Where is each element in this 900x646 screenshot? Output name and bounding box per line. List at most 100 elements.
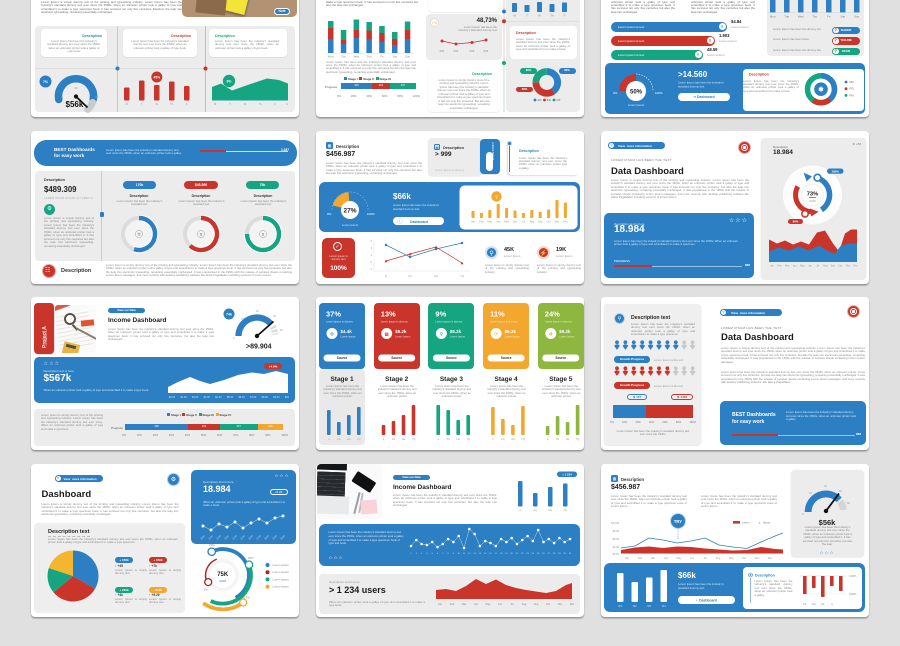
- svg-text:+4.5%: +4.5%: [268, 364, 277, 368]
- svg-text:Hq: Hq: [549, 508, 553, 512]
- svg-text:Lorem Ipsum is dummy: Lorem Ipsum is dummy: [326, 320, 354, 324]
- svg-text:21: 21: [515, 553, 518, 555]
- svg-text:standard dummy text.: standard dummy text.: [393, 207, 420, 211]
- svg-text:Thu: Thu: [812, 15, 817, 19]
- svg-text:4: 4: [371, 246, 373, 250]
- svg-text:20%: 20%: [209, 543, 215, 547]
- svg-text:Th: Th: [550, 14, 554, 18]
- svg-text:3: 3: [420, 553, 422, 555]
- svg-text:15:00: 15:00: [240, 534, 246, 540]
- svg-text:YQ: YQ: [576, 437, 580, 441]
- svg-text:Lorem Ipsum: Lorem Ipsum: [341, 335, 356, 339]
- svg-text:Stage 5: Stage 5: [549, 376, 573, 383]
- svg-text:Wed: Wed: [353, 55, 359, 59]
- svg-text:1: 1: [410, 553, 412, 555]
- svg-text:q: q: [328, 438, 330, 441]
- svg-text:4: 4: [426, 553, 428, 555]
- svg-text:Sat: Sat: [393, 55, 397, 59]
- svg-text:Dec: Dec: [570, 602, 575, 606]
- svg-text:W: W: [538, 14, 541, 18]
- svg-text:Lorem Ipsum: Lorem Ipsum: [628, 103, 645, 107]
- svg-text:13: 13: [473, 553, 476, 555]
- svg-text:$8.00: $8.00: [261, 396, 268, 399]
- svg-text:9%: 9%: [227, 80, 232, 84]
- svg-text:Feb: Feb: [778, 265, 783, 268]
- svg-text:q: q: [383, 438, 385, 441]
- svg-text:$5.2k: $5.2k: [559, 329, 571, 334]
- svg-text:$10.00: $10.00: [611, 521, 619, 525]
- svg-text:Tue: Tue: [784, 15, 789, 19]
- svg-text:S: S: [286, 102, 288, 106]
- svg-text:W2: W2: [632, 604, 636, 608]
- svg-text:Stage 1: Stage 1: [330, 376, 354, 383]
- svg-text:180%: 180%: [831, 169, 839, 173]
- svg-text:Lorem: Lorem: [742, 521, 749, 525]
- svg-text:9: 9: [452, 553, 454, 555]
- svg-text:Lorem Ipsum is dummy: Lorem Ipsum is dummy: [381, 320, 409, 324]
- svg-text:W4: W4: [661, 604, 665, 608]
- svg-text:Sat: Sat: [841, 15, 846, 19]
- svg-text:Dec: Dec: [853, 265, 858, 268]
- svg-text:002: 002: [454, 49, 459, 53]
- svg-text:40: 40: [824, 484, 827, 488]
- svg-text:Hq: Hq: [812, 602, 816, 606]
- svg-text:Stage 4: Stage 4: [495, 376, 519, 383]
- svg-text:5%: 5%: [204, 587, 209, 591]
- svg-text:Source: Source: [391, 356, 402, 360]
- svg-text:29: 29: [558, 553, 561, 555]
- svg-text:M: M: [214, 102, 216, 106]
- svg-text:✱: ✱: [818, 85, 824, 93]
- svg-text:20: 20: [809, 491, 812, 495]
- svg-text:Lorem Ipsum is dummy: Lorem Ipsum is dummy: [490, 320, 518, 324]
- svg-text:1: 1: [371, 267, 373, 271]
- svg-text:Fq: Fq: [556, 437, 560, 441]
- svg-text:Lorem Ipsum: Lorem Ipsum: [273, 570, 290, 574]
- svg-text:Lorem Ipsum is dummy: Lorem Ipsum is dummy: [435, 320, 463, 324]
- svg-text:27%: 27%: [343, 208, 356, 215]
- svg-text:$10: $10: [284, 396, 289, 399]
- svg-text:Q: Q: [385, 274, 387, 278]
- svg-text:$4.00: $4.00: [613, 545, 620, 549]
- svg-text:Sun: Sun: [405, 55, 410, 59]
- svg-text:Lorem Ipsum: Lorem Ipsum: [273, 577, 290, 581]
- svg-text:Fq: Fq: [534, 508, 538, 512]
- svg-text:24%: 24%: [545, 310, 560, 319]
- svg-text:⚙: ⚙: [137, 231, 141, 236]
- svg-text:15: 15: [483, 553, 486, 555]
- svg-text:⟳: ⟳: [494, 331, 499, 336]
- svg-text:standard dummy text.: standard dummy text.: [678, 586, 705, 590]
- svg-text:Thu: Thu: [367, 55, 372, 59]
- svg-text:q: q: [831, 603, 833, 606]
- svg-text:Aug: Aug: [530, 221, 535, 224]
- svg-text:3: 3: [371, 253, 373, 257]
- svg-text:Jul: Jul: [522, 221, 526, 224]
- svg-text:YQ: YQ: [412, 437, 416, 441]
- svg-text:⚲: ⚲: [440, 331, 444, 336]
- svg-text:Source: Source: [555, 356, 566, 360]
- svg-text:Mar: Mar: [488, 221, 492, 224]
- svg-text:Lorem Ipsum is dummy: Lorem Ipsum is dummy: [545, 320, 573, 324]
- svg-text:26: 26: [542, 553, 545, 555]
- svg-text:7%: 7%: [43, 80, 49, 84]
- svg-text:73%: 73%: [807, 192, 819, 198]
- svg-text:Jun: Jun: [498, 602, 503, 606]
- svg-text:28: 28: [552, 553, 555, 555]
- svg-text:Fq: Fq: [501, 437, 505, 441]
- svg-text:10: 10: [457, 553, 460, 555]
- svg-text:17:00: 17:00: [256, 534, 262, 540]
- svg-text:W3: W3: [647, 604, 651, 608]
- svg-text:Fq: Fq: [447, 437, 451, 441]
- svg-text:F: F: [564, 14, 566, 18]
- svg-text:80: 80: [847, 501, 850, 505]
- svg-text:Sep: Sep: [729, 556, 734, 560]
- svg-text:Stage 3: Stage 3: [440, 376, 464, 383]
- svg-text:FG: FG: [850, 87, 855, 91]
- svg-text:11: 11: [462, 553, 465, 555]
- svg-text:40: 40: [256, 310, 259, 313]
- svg-text:FN: FN: [850, 93, 854, 97]
- svg-text:Source: Source: [446, 356, 457, 360]
- svg-text:May: May: [504, 221, 509, 224]
- svg-text:Sun: Sun: [854, 15, 860, 19]
- svg-text:Tue: Tue: [341, 55, 346, 59]
- svg-text:8: 8: [447, 553, 449, 555]
